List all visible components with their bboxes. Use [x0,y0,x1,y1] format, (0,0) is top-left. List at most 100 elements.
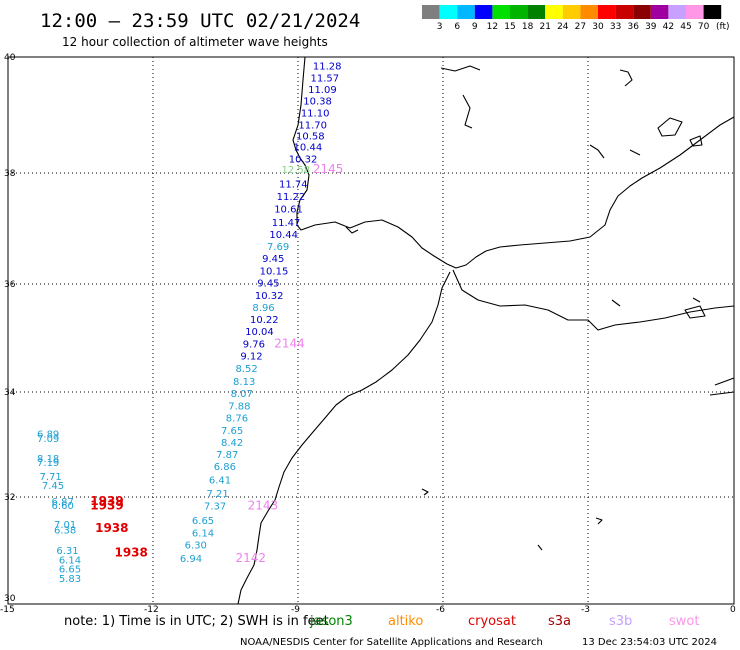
map-title: 12:00 — 23:59 UTC 02/21/2024 [40,10,360,32]
legend-tick-label: 6 [454,22,460,32]
legend-tick-label: 21 [539,22,550,32]
mission-label: swot [669,614,699,629]
mission-legend: jason3 altiko cryosat s3a s3b swot [309,614,699,629]
wave-height-label: 6.60 [52,501,74,512]
legend-tick-label: 39 [645,22,657,32]
wave-height-label: 7.88 [228,402,250,413]
wave-height-label: 1938 [114,546,147,560]
legend-tick-label: 18 [522,22,534,32]
wave-height-label: 9.12 [240,351,262,362]
footer-note: note: 1) Time is in UTC; 2) SWH is in fe… [64,614,329,629]
wave-height-label: 10.22 [250,315,279,326]
lon-tick-0: 0 [730,605,736,615]
map-frame [7,56,735,605]
wave-height-label: 2142 [235,551,266,565]
wave-height-label: 6.38 [54,525,76,536]
wave-height-label: 10.58 [296,132,325,143]
legend-swatch [510,5,528,19]
wave-height-label: 6.65 [59,565,81,576]
wave-height-label: 10.44 [294,142,323,153]
wave-height-label: 6.87 [52,497,74,508]
wave-height-label: 10.44 [269,230,298,241]
wave-height-label: 6.65 [192,516,214,527]
legend-swatch [633,5,651,19]
wave-height-label: 7.69 [267,242,289,253]
legend-tick-label: 45 [680,22,691,32]
wave-height-label: 10.61 [274,205,303,216]
lon-tick-m12: -12 [144,605,159,615]
wave-height-label: 10.04 [245,327,274,338]
wave-height-label: 10.32 [289,154,318,165]
legend-swatch [686,5,704,19]
legend-swatch [668,5,686,19]
wave-height-label: 8.42 [221,438,243,449]
wave-height-label: 6.14 [59,556,81,567]
wave-height-label: 7.01 [54,520,76,531]
wave-height-label: 1938 [95,521,128,535]
legend-tick-label: 70 [698,22,710,32]
wave-height-label: 8.13 [233,377,255,388]
wave-height-label: 8.52 [235,364,257,375]
lat-tick-32: 32 [4,493,15,503]
legend-tick-label: 9 [472,22,478,32]
wave-height-label: 7.45 [42,481,64,492]
legend-swatch [703,5,722,19]
footer-credit: NOAA/NESDIS Center for Satellite Applica… [240,637,543,648]
wave-height-label: 6.31 [56,546,78,557]
legend-tick-label: 30 [592,22,604,32]
wave-height-label: 10.38 [303,97,332,108]
coastlines [237,56,735,605]
lat-tick-30: 30 [4,594,16,604]
mission-label: s3b [609,614,632,629]
wave-height-label: 7.65 [221,426,243,437]
lon-tick-m15: -15 [0,605,15,615]
graticule [8,57,734,604]
wave-height-label: 11.74 [279,180,308,191]
wave-height-label: 8.76 [226,414,248,425]
wave-height-label: 9.45 [257,279,279,290]
wave-height-label: 6.41 [209,476,231,487]
wave-height-label: 7.21 [206,489,228,500]
wave-height-label: 6.94 [180,554,202,565]
wave-height-label: 7.87 [216,450,238,461]
wave-height-label: 11.09 [308,85,337,96]
wave-height-label: 2144 [274,337,305,351]
mission-label: cryosat [468,614,516,629]
legend-tick-label: 3 [437,22,443,32]
lat-tick-36: 36 [4,280,16,290]
wave-height-label: 7.71 [39,472,61,483]
legend-swatch [650,5,669,19]
lat-tick-38: 38 [4,169,16,179]
wave-height-label: 11.47 [272,218,301,229]
wave-height-label: 9.76 [243,340,265,351]
wave-height-label: 9.45 [262,254,284,265]
lon-tick-m3: -3 [581,605,590,615]
legend-swatch [457,5,475,19]
legend-swatch [422,5,440,19]
wave-height-label: 8.96 [252,303,274,314]
wave-height-label: 11.22 [277,192,306,203]
legend-swatch [580,5,598,19]
axis-labels: 40 38 36 34 32 30 -15 -12 -9 -6 -3 0 [0,53,736,615]
wave-height-label: 11.10 [301,108,330,119]
legend-tick-label: 33 [610,22,621,32]
wave-height-label: 10.15 [260,267,289,278]
legend-swatch [474,5,493,19]
color-legend: 3 6 9 12 15 18 21 24 27 30 33 36 39 42 45 70 (ft) [422,5,730,32]
legend-tick-label: 12 [487,22,498,32]
wave-height-label: 11.28 [313,61,342,72]
lon-tick-m9: -9 [291,605,300,615]
wave-height-label: 6.14 [192,529,214,540]
lat-tick-40: 40 [4,53,16,63]
wave-height-label: 12.58 [281,165,310,176]
wave-height-label: 7.37 [204,502,226,513]
legend-swatch [492,5,510,19]
lat-tick-34: 34 [4,388,16,398]
legend-unit: (ft) [716,22,730,32]
wave-height-label: 7.09 [37,434,59,445]
wave-height-label: 7.19 [37,458,59,469]
wave-height-label: 11.57 [311,73,340,84]
mission-label: s3a [548,614,571,629]
wave-height-label: 5.83 [59,574,81,585]
legend-swatch [439,5,458,19]
